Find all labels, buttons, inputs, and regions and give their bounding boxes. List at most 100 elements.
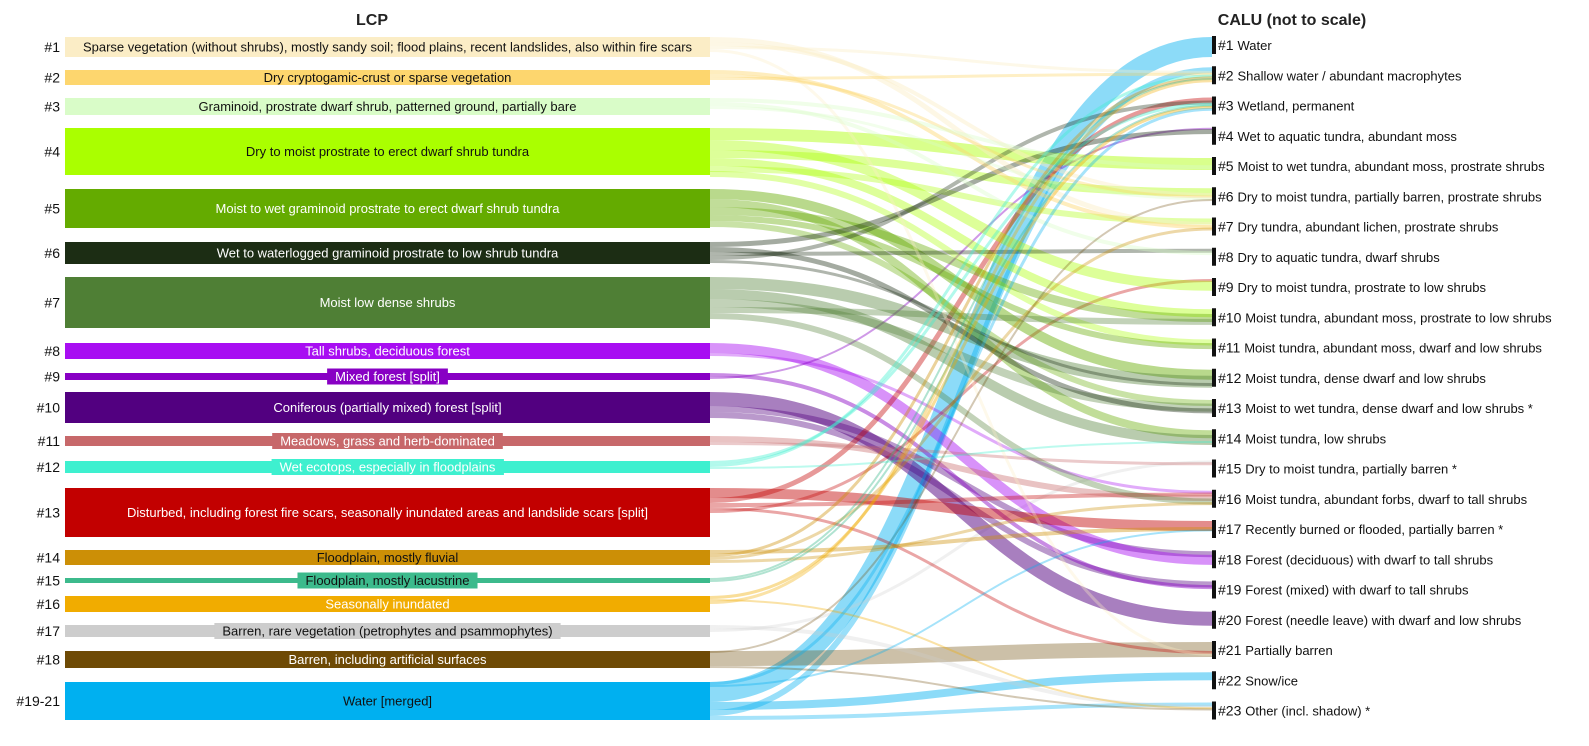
flow-band (709, 102, 1213, 464)
flow-band (709, 37, 1213, 228)
calu-label: #17 Recently burned or flooded, partiall… (1218, 521, 1503, 537)
flow-band (709, 227, 1213, 560)
lcp-label-bg (214, 623, 561, 639)
lcp-label: Dry to moist prostrate to erect dwarf sh… (246, 144, 530, 159)
calu-label: #2 Shallow water / abundant macrophytes (1218, 67, 1462, 83)
flow-band (709, 702, 1213, 720)
lcp-bar (65, 277, 710, 328)
flow-band (709, 107, 1213, 685)
lcp-number: #14 (37, 550, 61, 566)
calu-label: #22 Snow/ice (1218, 672, 1298, 688)
flow-band (709, 207, 1213, 323)
calu-marker (1212, 66, 1216, 85)
flow-band (709, 100, 1213, 260)
calu-label: #11 Moist tundra, abundant moss, dwarf a… (1218, 340, 1542, 356)
calu-label: #3 Wetland, permanent (1218, 98, 1355, 114)
lcp-node: #16 Seasonally inundated (37, 596, 710, 612)
flow-band (709, 248, 1213, 256)
calu-header: CALU (not to scale) (1218, 12, 1366, 29)
flow-band (709, 599, 1213, 710)
flow-band (709, 392, 1213, 626)
calu-marker (1212, 308, 1216, 327)
flow-band (709, 642, 1213, 666)
lcp-node: #15 Floodplain, mostly lacustrine (37, 572, 710, 589)
lcp-node: #4 Dry to moist prostrate to erect dwarf … (44, 128, 710, 175)
flow-band (709, 488, 1213, 531)
calu-node: #6 Dry to moist tundra, partially barren… (1212, 187, 1542, 206)
calu-node: #16 Moist tundra, abundant forbs, dwarf … (1212, 489, 1528, 508)
lcp-label: Moist low dense shrubs (320, 295, 456, 310)
flow-band (709, 625, 1213, 709)
lcp-bar (65, 343, 710, 359)
flow-band (709, 289, 1213, 446)
flow-bands (709, 37, 1213, 720)
lcp-number: #8 (44, 343, 60, 359)
lcp-node: #17 Barren, rare vegetation (petrophytes … (37, 623, 710, 639)
calu-node: #15 Dry to moist tundra, partially barre… (1212, 459, 1457, 478)
lcp-label: Mixed forest [split] (335, 369, 440, 384)
lcp-bar (65, 651, 710, 668)
flow-band (709, 74, 1213, 467)
flow-band (709, 97, 1213, 503)
lcp-bar (65, 189, 710, 228)
flow-band (709, 140, 1213, 291)
flow-band (709, 307, 1213, 325)
flow-band (709, 104, 1213, 582)
flow-band (709, 102, 1213, 256)
lcp-label: Floodplain, mostly lacustrine (305, 573, 469, 588)
calu-marker (1212, 278, 1216, 296)
lcp-header: LCP (356, 12, 388, 29)
calu-label: #8 Dry to aquatic tundra, dwarf shrubs (1218, 249, 1440, 265)
calu-node: #22 Snow/ice (1212, 671, 1298, 690)
lcp-label-bg (271, 459, 504, 475)
calu-node: #19 Forest (mixed) with dwarf to tall sh… (1212, 580, 1469, 599)
calu-node: #12 Moist tundra, dense dwarf and low sh… (1212, 368, 1486, 387)
flow-band (709, 502, 1213, 563)
lcp-label: Sparse vegetation (without shrubs), most… (83, 40, 693, 55)
calu-marker (1212, 610, 1216, 629)
calu-node: #8 Dry to aquatic tundra, dwarf shrubs (1212, 247, 1440, 266)
lcp-number: #4 (44, 144, 60, 160)
flow-band (709, 78, 1213, 580)
flow-band (709, 313, 1213, 505)
flow-band (709, 171, 1213, 346)
lcp-bar (65, 242, 710, 264)
lcp-node: #8 Tall shrubs, deciduous forest (44, 343, 710, 359)
lcp-label: Floodplain, mostly fluvial (317, 550, 459, 565)
calu-marker (1212, 459, 1216, 478)
lcp-label: Dry cryptogamic-crust or sparse vegetati… (264, 70, 512, 85)
flow-band (709, 507, 1213, 654)
lcp-bar (65, 550, 710, 565)
lcp-label: Barren, rare vegetation (petrophytes and… (222, 624, 552, 639)
calu-marker (1212, 217, 1216, 236)
lcp-bar (65, 596, 710, 612)
lcp-label: Wet to waterlogged graminoid prostrate t… (217, 246, 559, 261)
lcp-number: #13 (37, 505, 61, 521)
lcp-nodes: #1 Sparse vegetation (without shrubs), mo… (16, 37, 710, 720)
flow-band (709, 436, 1213, 501)
flow-band (709, 199, 1213, 439)
lcp-label: Barren, including artificial surfaces (289, 652, 487, 667)
flow-band (709, 666, 1213, 711)
calu-node: #3 Wetland, permanent (1212, 96, 1355, 115)
calu-marker (1212, 187, 1216, 206)
flow-band (709, 105, 1213, 599)
calu-node: #4 Wet to aquatic tundra, abundant moss (1212, 126, 1457, 145)
calu-node: #10 Moist tundra, abundant moss, prostra… (1212, 308, 1552, 327)
lcp-bar (65, 128, 710, 175)
calu-label: #15 Dry to moist tundra, partially barre… (1218, 461, 1457, 477)
lcp-bar (65, 488, 710, 537)
lcp-label: Water [merged] (343, 694, 432, 709)
calu-node: #17 Recently burned or flooded, partiall… (1212, 520, 1503, 538)
calu-node: #11 Moist tundra, abundant moss, dwarf a… (1212, 338, 1542, 357)
flow-band (709, 353, 1213, 494)
calu-label: #19 Forest (mixed) with dwarf to tall sh… (1218, 582, 1469, 598)
calu-label: #23 Other (incl. shadow) * (1218, 703, 1370, 719)
lcp-number: #15 (37, 573, 61, 589)
calu-marker (1212, 399, 1216, 417)
flow-band (709, 299, 1213, 412)
calu-label: #16 Moist tundra, abundant forbs, dwarf … (1218, 491, 1528, 507)
calu-marker (1212, 489, 1216, 508)
lcp-bar (65, 682, 710, 720)
lcp-bar (65, 37, 710, 57)
